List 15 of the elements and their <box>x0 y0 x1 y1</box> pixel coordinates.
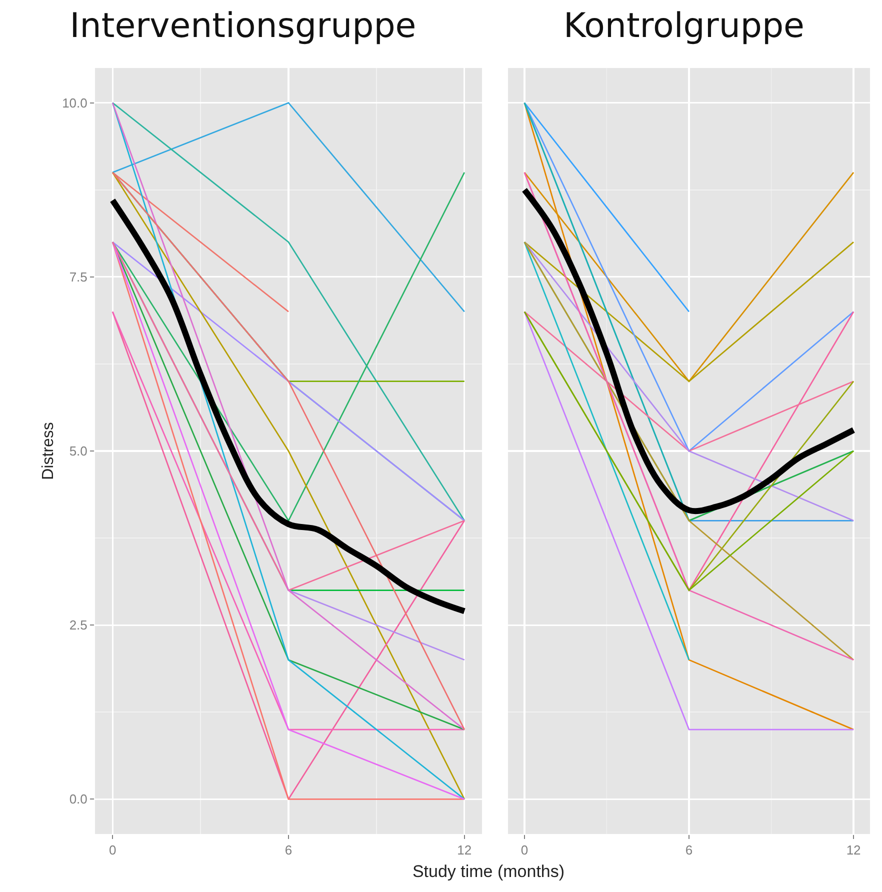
y-tick-label: 10.0 <box>62 95 88 110</box>
x-tick-label: 6 <box>284 842 292 858</box>
y-tick-label: 2.5 <box>69 618 88 633</box>
x-tick-label: 6 <box>685 842 693 858</box>
y-axis-title: Distress <box>40 422 57 480</box>
y-tick-label: 7.5 <box>69 269 88 284</box>
chart-title: Interventionsgruppe <box>70 6 416 46</box>
x-axis-title: Study time (months) <box>411 862 566 882</box>
chart-title: Kontrolgruppe <box>564 6 804 46</box>
x-tick-label: 0 <box>108 842 116 858</box>
y-tick-label: 5.0 <box>69 444 88 459</box>
x-tick-label: 12 <box>846 842 861 858</box>
x-tick-label: 12 <box>457 842 472 858</box>
x-tick-label: 0 <box>520 842 528 858</box>
y-tick-label: 0.0 <box>69 792 88 807</box>
